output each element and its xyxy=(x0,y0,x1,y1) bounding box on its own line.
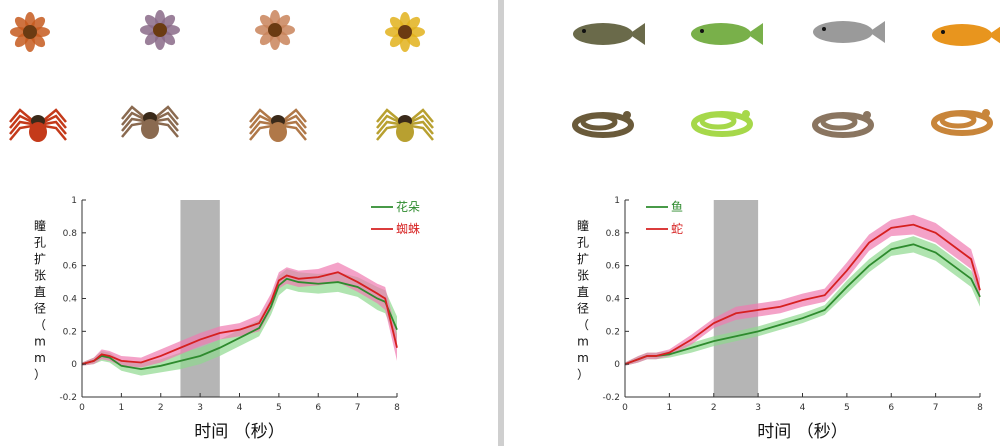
y-axis-label: 瞳孔扩张直径（ m m） xyxy=(34,218,46,382)
y-tick-label: 0.2 xyxy=(63,327,77,337)
snake-icon xyxy=(572,111,634,138)
y-tick-label: 0.4 xyxy=(606,295,621,305)
x-tick-label: 0 xyxy=(622,403,628,413)
spider-icon xyxy=(9,108,67,142)
x-tick-label: 8 xyxy=(394,403,400,413)
y-axis-label: 瞳孔扩张直径（ m m） xyxy=(577,218,589,382)
x-tick-label: 1 xyxy=(119,403,125,413)
fish-snake-figure: -0.200.20.40.60.810 1 2 3 4 5 6 7 8时间 （秒）瞳孔扩张直径（… xyxy=(572,21,1000,442)
flower-icon xyxy=(140,10,180,50)
spider-icon xyxy=(121,105,179,139)
y-tick-label: 1 xyxy=(614,196,620,206)
flower-icon xyxy=(10,12,50,52)
fish-icon xyxy=(573,23,645,45)
flower-spider-figure: -0.200.20.40.60.810 1 2 3 4 5 6 7 8时间 （秒）瞳孔扩张直径（… xyxy=(9,10,434,442)
spider-icon xyxy=(249,108,307,142)
legend-label: 蜘蛛 xyxy=(396,221,420,236)
x-tick-label: 5 xyxy=(844,403,850,413)
snake-icon xyxy=(691,110,753,137)
flower-spider-panel: -0.2 0 0.2 0.4 0.6 0.8 1 0 1 2 3 4 5 6 7 8 时间 （秒） 瞳孔扩张直径（… xyxy=(0,0,496,446)
x-tick-label: 3 xyxy=(755,403,761,413)
series-line xyxy=(81,271,398,366)
series-line xyxy=(81,277,398,371)
y-tick-label: 0.2 xyxy=(606,327,620,337)
x-tick-label: 4 xyxy=(237,403,243,413)
x-tick-label: 6 xyxy=(315,403,321,413)
fish-snake-panel: -0.2 0 0.2 0.4 0.6 0.8 1 0 1 2 3 4 5 6 7 8 时间 （秒） 瞳孔扩张直径（… xyxy=(506,0,1000,446)
snake-icon xyxy=(812,111,874,138)
fish-icon xyxy=(932,24,1000,46)
spider-icon xyxy=(376,108,434,142)
x-axis-label: 时间 （秒） xyxy=(757,422,847,442)
legend-label: 花朵 xyxy=(396,199,420,214)
fish-icon xyxy=(691,23,763,45)
x-tick-label: 7 xyxy=(355,403,361,413)
x-tick-label: 4 xyxy=(800,403,806,413)
panel-divider xyxy=(498,0,504,446)
x-tick-label: 5 xyxy=(276,403,282,413)
x-tick-label: 6 xyxy=(888,403,894,413)
x-tick-label: 2 xyxy=(711,403,717,413)
x-tick-label: 7 xyxy=(933,403,939,413)
y-tick-label: 0.8 xyxy=(606,229,621,239)
stimulus-window xyxy=(713,200,759,397)
y-tick-label: 1 xyxy=(71,196,77,206)
series-line xyxy=(624,223,981,366)
x-axis-label: 时间 （秒） xyxy=(194,422,284,442)
x-tick-label: 2 xyxy=(158,403,164,413)
x-tick-label: 0 xyxy=(79,403,85,413)
legend-label: 蛇 xyxy=(671,221,683,236)
y-tick-label: 0.6 xyxy=(63,262,78,272)
y-tick-label: 0 xyxy=(71,360,77,370)
y-tick-label: -0.2 xyxy=(602,393,620,403)
y-tick-label: 0.8 xyxy=(63,229,78,239)
snake-icon xyxy=(931,109,993,136)
x-tick-label: 8 xyxy=(977,403,983,413)
error-band xyxy=(625,214,980,366)
y-tick-label: 0 xyxy=(614,360,620,370)
flower-icon xyxy=(255,10,295,50)
fish-icon xyxy=(813,21,885,43)
x-tick-label: 1 xyxy=(667,403,673,413)
x-tick-label: 3 xyxy=(197,403,203,413)
y-tick-label: 0.6 xyxy=(606,262,621,272)
error-band xyxy=(82,268,397,376)
legend-label: 鱼 xyxy=(671,200,683,214)
flower-icon xyxy=(385,12,425,52)
y-tick-label: -0.2 xyxy=(59,393,77,403)
y-tick-label: 0.4 xyxy=(63,295,78,305)
